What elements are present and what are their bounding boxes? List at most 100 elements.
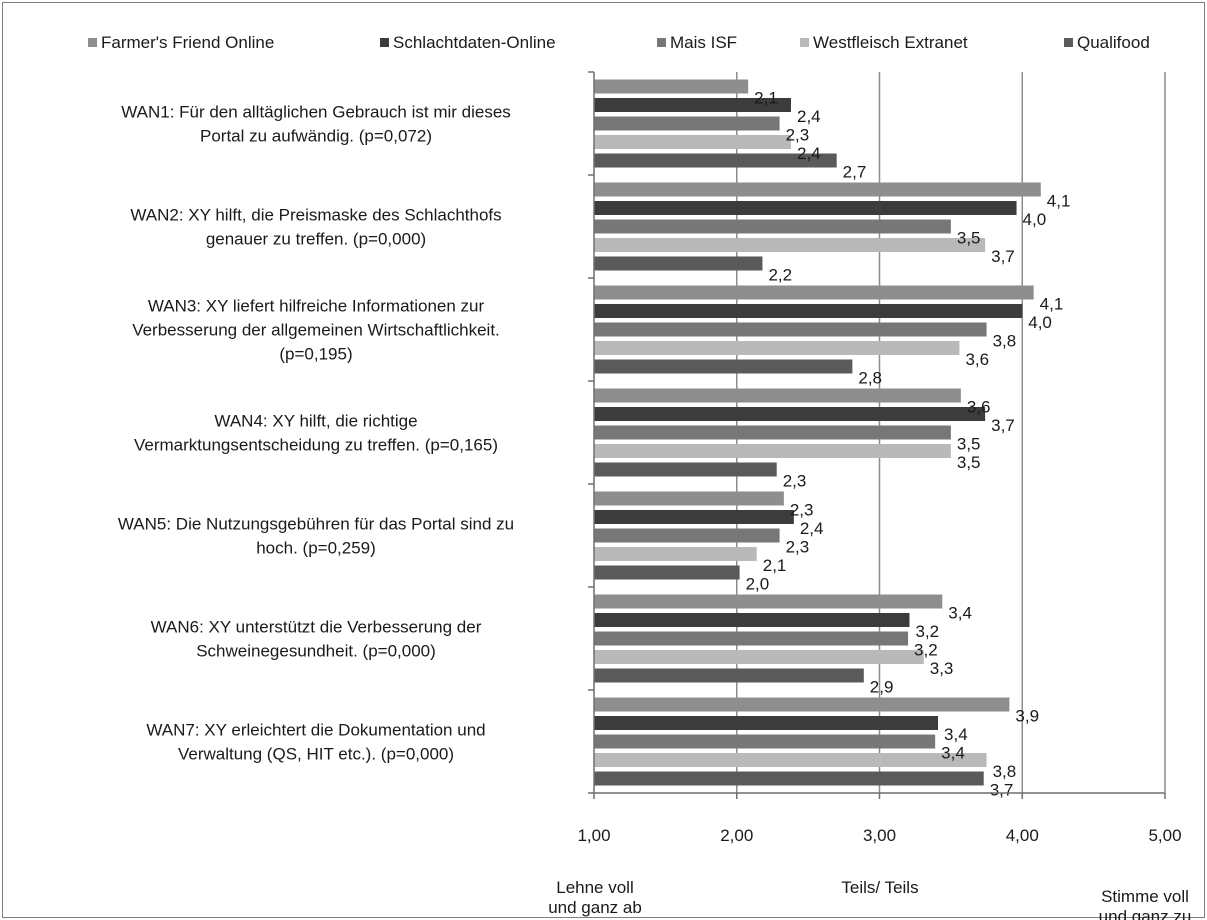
- data-label: 3,6: [965, 350, 989, 369]
- bar: [594, 135, 791, 149]
- bar: [594, 528, 780, 543]
- category-labels: WAN1: Für den alltäglichen Gebrauch ist …: [118, 103, 514, 764]
- data-label: 3,7: [991, 247, 1015, 266]
- bar: [594, 238, 986, 252]
- category-label: WAN4: XY hilft, die richtige Vermarktungs…: [134, 412, 498, 455]
- bar: [594, 407, 986, 421]
- category-label: WAN5: Die Nutzungsgebühren für das Porta…: [118, 515, 514, 558]
- legend-swatch: [380, 38, 389, 47]
- data-label: 3,7: [991, 416, 1015, 435]
- data-label: 3,7: [990, 781, 1014, 800]
- legend-swatch: [88, 38, 97, 47]
- legend-label: Westfleisch Extranet: [813, 33, 968, 52]
- category-label: WAN3: XY liefert hilfreiche Informatione…: [132, 297, 500, 364]
- category-label: WAN1: Für den alltäglichen Gebrauch ist …: [121, 103, 511, 146]
- x-tick-label: 4,00: [1006, 826, 1039, 845]
- x-anchor-label: Teils/ Teils: [841, 878, 918, 897]
- data-label: 3,9: [1015, 707, 1039, 726]
- data-label: 2,1: [754, 89, 778, 108]
- bar: [594, 79, 749, 94]
- bar: [594, 565, 740, 580]
- bar: [594, 697, 1010, 712]
- data-label: 2,4: [800, 519, 824, 538]
- bar: [594, 256, 763, 271]
- x-tick-label: 3,00: [863, 826, 896, 845]
- data-label: 2,4: [797, 144, 821, 163]
- legend-label: Qualifood: [1077, 33, 1150, 52]
- data-label: 4,0: [1023, 210, 1047, 229]
- data-label: 3,5: [957, 453, 981, 472]
- data-label: 2,1: [763, 556, 787, 575]
- bar: [594, 425, 951, 440]
- data-label: 2,4: [797, 107, 821, 126]
- x-anchor-label: Stimme voll und ganz zu: [1099, 887, 1192, 920]
- legend-swatch: [657, 38, 666, 47]
- data-label: 3,8: [993, 332, 1017, 351]
- bar: [594, 98, 791, 112]
- bar: [594, 753, 987, 767]
- data-label: 3,2: [915, 622, 939, 641]
- bar: [594, 613, 910, 627]
- bar: [594, 631, 909, 646]
- bar: [594, 322, 987, 337]
- bar: [594, 771, 984, 786]
- bar: [594, 444, 951, 458]
- data-label: 2,9: [870, 678, 894, 697]
- bar: [594, 341, 960, 355]
- category-label: WAN7: XY erleichtert die Dokumentation u…: [146, 721, 485, 764]
- data-label: 2,7: [843, 163, 867, 182]
- data-label: 3,4: [941, 744, 965, 763]
- bar: [594, 153, 837, 168]
- bar: [594, 594, 943, 609]
- data-label: 3,5: [957, 229, 981, 248]
- category-label: WAN2: XY hilft, die Preismaske des Schla…: [130, 206, 501, 249]
- bar: [594, 201, 1017, 215]
- bars: [594, 79, 1041, 786]
- bar: [594, 182, 1041, 197]
- bar: [594, 491, 784, 506]
- value-labels: 2,12,42,32,42,74,14,03,53,72,24,14,03,83…: [746, 89, 1071, 800]
- data-label: 3,8: [993, 762, 1017, 781]
- data-label: 4,0: [1028, 313, 1052, 332]
- bar: [594, 716, 939, 730]
- data-label: 2,2: [768, 266, 792, 285]
- data-label: 3,5: [957, 435, 981, 454]
- bar: [594, 462, 777, 477]
- legend-swatch: [1064, 38, 1073, 47]
- x-tick-label: 1,00: [577, 826, 610, 845]
- legend-swatch: [800, 38, 809, 47]
- bar: [594, 510, 794, 524]
- data-label: 2,3: [783, 472, 807, 491]
- legend-label: Mais ISF: [670, 33, 737, 52]
- legend-label: Schlachtdaten-Online: [393, 33, 556, 52]
- y-axis: [588, 71, 595, 794]
- data-label: 2,8: [858, 369, 882, 388]
- bar: [594, 219, 951, 234]
- data-label: 4,1: [1040, 295, 1064, 314]
- bar: [594, 359, 853, 374]
- data-label: 3,4: [948, 604, 972, 623]
- legend: Farmer's Friend Online Schlachtdaten-Onli…: [88, 33, 1150, 52]
- data-label: 4,1: [1047, 192, 1071, 211]
- bar: [594, 734, 936, 749]
- bar: [594, 304, 1023, 318]
- x-axis: 1,00 2,00 3,00 4,00 5,00 Lehne voll und ganz a…: [548, 792, 1192, 920]
- legend-label: Farmer's Friend Online: [101, 33, 274, 52]
- data-label: 2,3: [786, 126, 810, 145]
- data-label: 2,3: [786, 538, 810, 557]
- bar: [594, 650, 924, 664]
- data-label: 3,2: [914, 641, 938, 660]
- bar: [594, 116, 780, 131]
- category-label: WAN6: XY unterstützt die Verbesserung de…: [151, 618, 482, 661]
- x-tick-label: 2,00: [720, 826, 753, 845]
- bar: [594, 388, 961, 403]
- bar: [594, 547, 757, 561]
- x-tick-label: 5,00: [1148, 826, 1181, 845]
- x-anchor-label: Lehne voll und ganz ab: [548, 878, 642, 917]
- data-label: 3,6: [967, 398, 991, 417]
- data-label: 2,0: [746, 575, 770, 594]
- bar: [594, 668, 864, 683]
- data-label: 3,4: [944, 725, 968, 744]
